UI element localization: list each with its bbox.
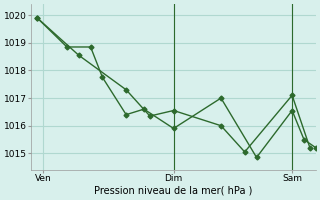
- X-axis label: Pression niveau de la mer( hPa ): Pression niveau de la mer( hPa ): [94, 186, 253, 196]
